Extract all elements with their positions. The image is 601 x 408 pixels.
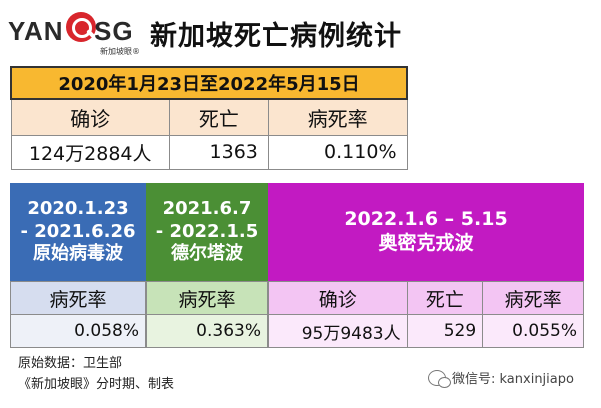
omicron-value-fatality-rate: 0.055%	[482, 314, 584, 348]
omicron-wave-panel: 2022.1.6 – 5.15 奥密克戎波	[268, 183, 584, 281]
source-note: 原始数据：卫生部	[18, 356, 123, 371]
wechat-id: 微信号: kanxinjiapo	[428, 368, 574, 388]
delta-wave-fatality-rate: 0.363%	[146, 314, 268, 348]
logo-text-left: YAN	[8, 16, 64, 46]
delta-wave-table: 病死率 0.363%	[146, 281, 268, 348]
wechat-icon	[428, 369, 451, 388]
delta-wave-label: 德尔塔波	[171, 243, 243, 265]
overall-value-fatality-rate: 0.110%	[267, 134, 408, 170]
omicron-wave-range: 2022.1.6 – 5.15	[344, 208, 508, 231]
original-wave-label: 原始病毒波	[33, 243, 123, 265]
delta-wave-header: 病死率	[146, 281, 268, 315]
omicron-value-deaths: 529	[406, 314, 484, 348]
wechat-id-text: 微信号: kanxinjiapo	[452, 372, 574, 387]
omicron-wave-label: 奥密克戎波	[378, 232, 474, 254]
credit-note: 《新加坡眼》分时期、制表	[18, 377, 175, 392]
logo-text-right: SG	[94, 16, 134, 46]
overall-value-confirmed: 124万2884人	[10, 134, 170, 170]
overall-header-confirmed: 确诊	[10, 98, 170, 136]
yansg-logo: YAN SG 新加坡眼®	[8, 10, 148, 56]
page-title: 新加坡死亡病例统计	[150, 21, 402, 52]
original-wave-fatality-rate: 0.058%	[10, 314, 146, 348]
overall-date-range: 2020年1月23日至2022年5月15日	[10, 66, 408, 100]
overall-header-deaths: 死亡	[168, 98, 269, 136]
overall-table: 2020年1月23日至2022年5月15日 确诊 死亡 病死率 124万2884…	[10, 66, 408, 170]
original-wave-panel: 2020.1.23 - 2021.6.26 原始病毒波	[10, 183, 146, 281]
omicron-header-confirmed: 确诊	[268, 281, 408, 315]
omicron-wave-table: 确诊 死亡 病死率 95万9483人 529 0.055%	[268, 281, 584, 348]
logo-subtitle: 新加坡眼®	[100, 47, 140, 56]
original-wave-start: 2020.1.23	[27, 198, 129, 220]
omicron-header-deaths: 死亡	[406, 281, 484, 315]
original-wave-table: 病死率 0.058%	[10, 281, 146, 348]
header: YAN SG 新加坡眼® 新加坡死亡病例统计	[0, 0, 601, 62]
original-wave-end: - 2021.6.26	[20, 220, 136, 242]
delta-wave-end: - 2022.1.5	[155, 220, 259, 242]
delta-wave-start: 2021.6.7	[162, 198, 252, 220]
delta-wave-panel: 2021.6.7 - 2022.1.5 德尔塔波	[146, 183, 268, 281]
omicron-header-fatality-rate: 病死率	[482, 281, 584, 315]
omicron-value-confirmed: 95万9483人	[268, 314, 408, 348]
eye-icon	[66, 12, 96, 42]
overall-value-deaths: 1363	[168, 134, 269, 170]
original-wave-header: 病死率	[10, 281, 146, 315]
overall-header-fatality-rate: 病死率	[267, 98, 408, 136]
